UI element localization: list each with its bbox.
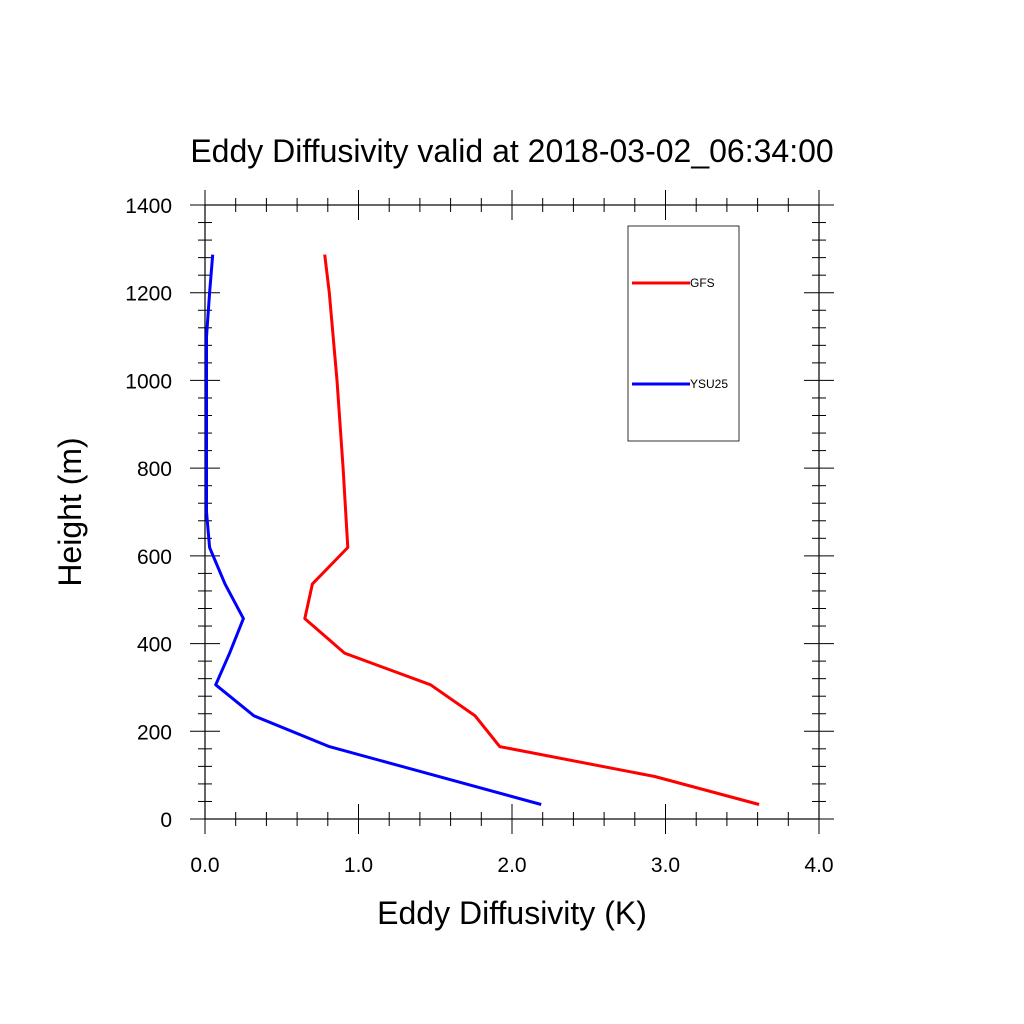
- chart-title: Eddy Diffusivity valid at 2018-03-02_06:…: [190, 133, 833, 169]
- axes: 0.0 1.0 2.0 3.0 4.0 0 200 400 600 800 1000 1200 1400: [125, 190, 834, 877]
- legend: GFS YSU25: [627, 225, 740, 442]
- legend-label-gfs: GFS: [690, 276, 715, 290]
- y-tick-label: 1400: [125, 195, 172, 218]
- legend-label-ysu25: YSU25: [690, 377, 728, 391]
- x-tick-label: 0.0: [190, 854, 219, 877]
- legend-box: [627, 225, 740, 442]
- y-tick-label: 1200: [125, 283, 172, 306]
- x-tick-label: 1.0: [344, 854, 373, 877]
- y-tick-label: 800: [137, 458, 172, 481]
- y-tick-label: 600: [137, 546, 172, 569]
- y-tick-label: 1000: [125, 370, 172, 393]
- series-line-gfs: [303, 254, 760, 806]
- series-line-ysu25: [205, 254, 542, 806]
- y-tick-label: 0: [160, 809, 172, 832]
- series-layer: [205, 254, 760, 806]
- y-tick-label: 400: [137, 634, 172, 657]
- y-axis-label: Height (m): [52, 437, 88, 586]
- x-tick-label: 2.0: [497, 854, 526, 877]
- x-tick-label: 3.0: [651, 854, 680, 877]
- x-axis-label: Eddy Diffusivity (K): [377, 895, 647, 931]
- x-tick-label: 4.0: [804, 854, 833, 877]
- y-tick-label: 200: [137, 721, 172, 744]
